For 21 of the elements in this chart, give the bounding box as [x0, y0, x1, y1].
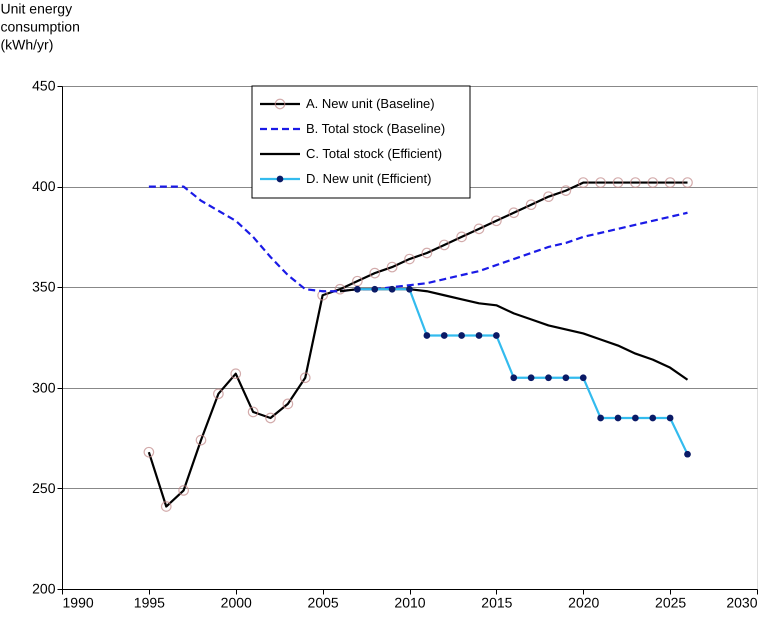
legend-label: D. New unit (Efficient) [306, 171, 432, 186]
y-tick-label: 200 [32, 580, 56, 596]
y-tick-label: 400 [32, 178, 56, 194]
line-series [148, 186, 689, 293]
legend-label: C. Total stock (Efficient) [306, 146, 442, 161]
x-tick-label: 2025 [655, 594, 686, 610]
x-tick-label: 2020 [568, 594, 600, 610]
y-tick-label: 300 [32, 379, 56, 396]
x-tick-label: 1990 [62, 594, 94, 610]
x-tick-label: 2030 [726, 594, 758, 610]
x-tick-label: 2005 [308, 594, 339, 610]
legend-label: A. New unit (Baseline) [306, 96, 435, 111]
x-tick-label: 2000 [220, 594, 252, 610]
y-axis-title: Unit energy consumption (kWh/yr) [0, 0, 80, 52]
x-tick-label: 1995 [134, 594, 166, 610]
x-tick-label: 2010 [394, 594, 426, 610]
y-tick-label: 250 [32, 480, 56, 496]
y-tick-label: 350 [32, 278, 56, 295]
legend-label: B. Total stock (Baseline) [306, 121, 446, 136]
x-tick-label: 2015 [481, 594, 513, 610]
y-tick-label: 450 [32, 78, 56, 94]
